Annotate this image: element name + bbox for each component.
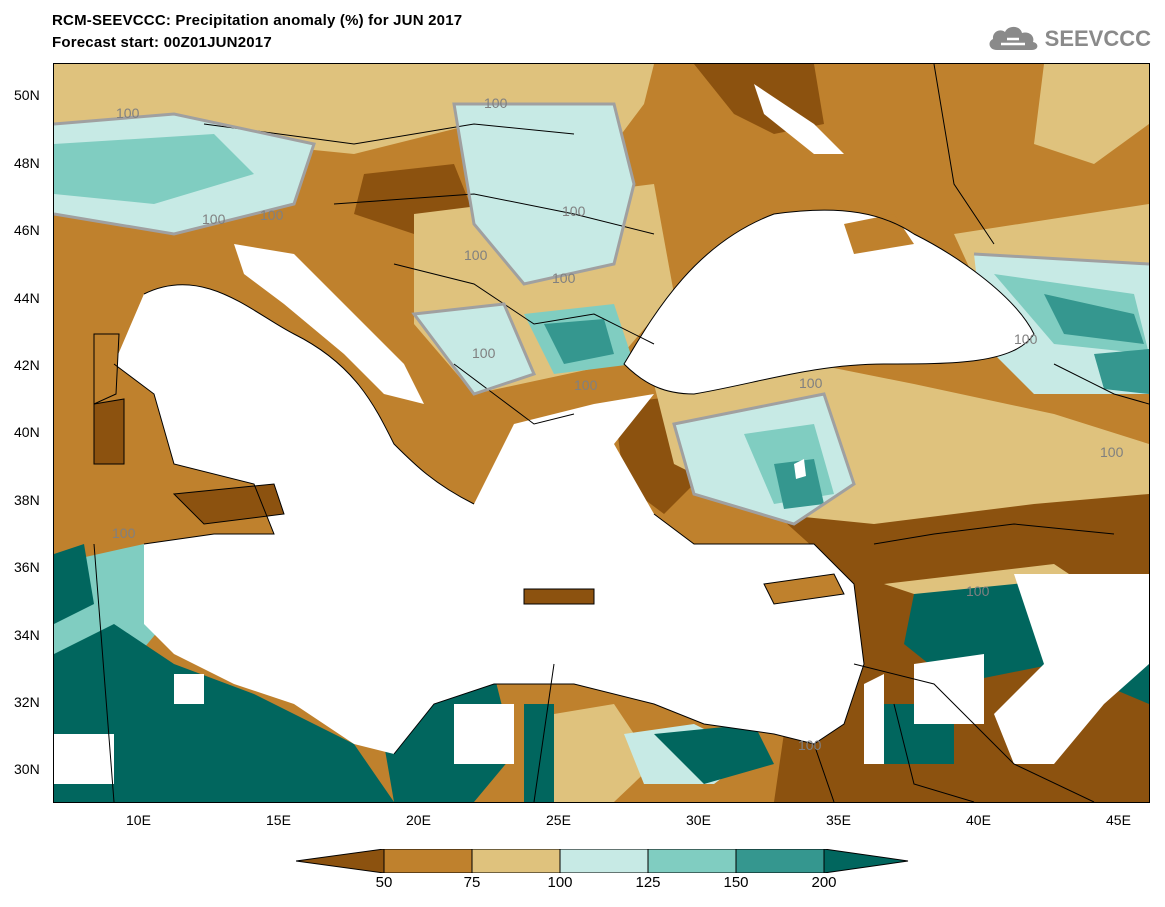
colorbar-segment bbox=[383, 849, 473, 873]
colorbar-segment bbox=[735, 849, 825, 873]
contour-label: 100 bbox=[798, 737, 822, 753]
lon-label: 45E bbox=[1106, 812, 1131, 828]
lat-label: 38N bbox=[14, 492, 40, 508]
lon-label: 40E bbox=[966, 812, 991, 828]
lon-label: 20E bbox=[406, 812, 431, 828]
contour-label: 100 bbox=[574, 377, 598, 393]
lat-label: 34N bbox=[14, 627, 40, 643]
lat-label: 50N bbox=[14, 87, 40, 103]
lon-label: 15E bbox=[266, 812, 291, 828]
contour-label: 100 bbox=[472, 345, 496, 361]
colorbar-label: 75 bbox=[463, 874, 481, 891]
lon-label: 10E bbox=[126, 812, 151, 828]
lat-label: 46N bbox=[14, 222, 40, 238]
contour-label: 100 bbox=[484, 95, 508, 111]
cloud-icon bbox=[989, 26, 1038, 50]
colorbar-label: 100 bbox=[547, 874, 573, 891]
precipitation-anomaly-map: 100 100 100 100 100 100 100 100 100 100 … bbox=[53, 63, 1150, 803]
colorbar-label: 200 bbox=[811, 874, 837, 891]
forecast-start-label: Forecast start: 00Z01JUN2017 bbox=[52, 34, 272, 51]
contour-label: 100 bbox=[966, 583, 990, 599]
contour-label: 100 bbox=[799, 375, 823, 391]
map-canvas: 100 100 100 100 100 100 100 100 100 100 … bbox=[54, 64, 1149, 802]
lat-label: 30N bbox=[14, 761, 40, 777]
colorbar-segment bbox=[471, 849, 561, 873]
map-title: RCM-SEEVCCC: Precipitation anomaly (%) f… bbox=[52, 12, 463, 29]
lon-label: 25E bbox=[546, 812, 571, 828]
colorbar-label: 150 bbox=[723, 874, 749, 891]
seevccc-logo: SEEVCCC bbox=[985, 22, 1151, 56]
colorbar-label: 50 bbox=[375, 874, 393, 891]
lon-label: 35E bbox=[826, 812, 851, 828]
contour-label: 100 bbox=[464, 247, 488, 263]
lon-label: 30E bbox=[686, 812, 711, 828]
contour-label: 100 bbox=[1014, 331, 1038, 347]
colorbar-segment bbox=[559, 849, 649, 873]
colorbar-segment bbox=[296, 849, 385, 873]
contour-label: 100 bbox=[552, 270, 576, 286]
contour-label: 100 bbox=[1100, 444, 1124, 460]
colorbar bbox=[296, 849, 909, 873]
contour-label: 100 bbox=[562, 203, 586, 219]
colorbar-segment bbox=[647, 849, 737, 873]
colorbar-label: 125 bbox=[635, 874, 661, 891]
lat-label: 44N bbox=[14, 290, 40, 306]
lat-label: 36N bbox=[14, 559, 40, 575]
lat-label: 32N bbox=[14, 694, 40, 710]
contour-label: 100 bbox=[116, 105, 140, 121]
lat-label: 48N bbox=[14, 155, 40, 171]
lat-label: 42N bbox=[14, 357, 40, 373]
contour-label: 100 bbox=[202, 211, 226, 227]
contour-label: 100 bbox=[260, 207, 284, 223]
contour-label: 100 bbox=[112, 525, 136, 541]
logo-text: SEEVCCC bbox=[1044, 26, 1151, 51]
lat-label: 40N bbox=[14, 424, 40, 440]
colorbar-segment bbox=[823, 849, 909, 873]
